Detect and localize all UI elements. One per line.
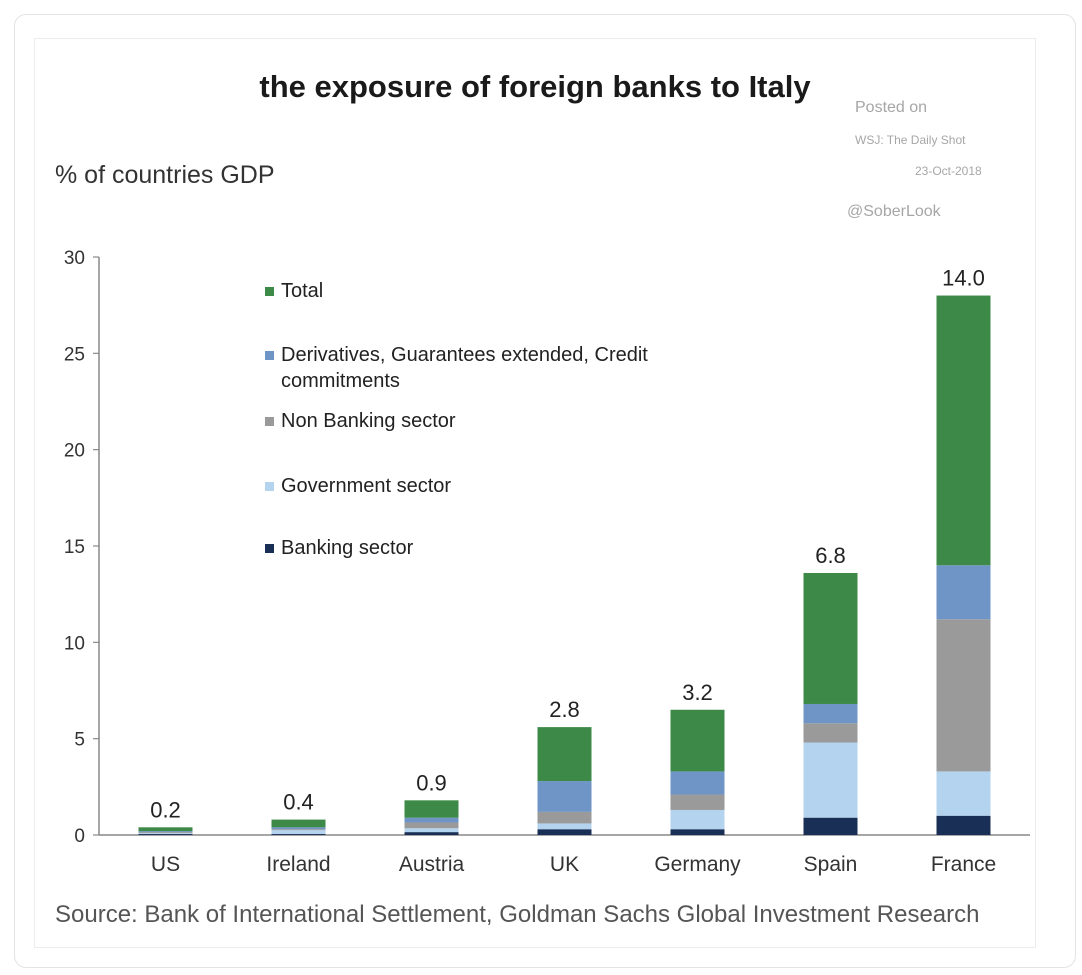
y-tick-label: 0 xyxy=(74,826,85,847)
legend-label: Non Banking sector xyxy=(281,410,456,432)
data-label: 3.2 xyxy=(682,680,713,705)
bar-segment xyxy=(936,771,991,816)
bar-segment xyxy=(537,727,592,782)
bar-segment xyxy=(138,827,193,832)
legend-swatch xyxy=(265,351,274,360)
y-axis-label: % of countries GDP xyxy=(55,161,275,189)
bar-segment xyxy=(803,723,858,743)
bar-segment xyxy=(803,572,858,704)
bar-segment xyxy=(670,794,725,810)
bar-segment xyxy=(138,831,193,833)
legend-label: Banking sector xyxy=(281,537,414,559)
x-tick-label: France xyxy=(931,853,996,876)
chart-panel: the exposure of foreign banks to Italy %… xyxy=(34,38,1036,948)
y-tick-label: 25 xyxy=(64,344,85,365)
bar-segment xyxy=(537,781,592,812)
credit-date: 23-Oct-2018 xyxy=(915,164,982,178)
bar-segment xyxy=(537,823,592,830)
x-tick-label: Austria xyxy=(399,853,465,876)
bar-segment xyxy=(803,742,858,818)
bar-segment xyxy=(537,811,592,824)
credit-outlet: WSJ: The Daily Shot xyxy=(855,133,966,147)
bar-segment xyxy=(670,829,725,835)
legend-swatch xyxy=(265,417,274,426)
bar-segment xyxy=(138,832,193,834)
bar-segment xyxy=(404,828,459,833)
bar-segment xyxy=(670,809,725,830)
bar-segment xyxy=(803,817,858,835)
y-tick-label: 20 xyxy=(64,441,85,462)
bar-segment xyxy=(404,817,459,823)
bar-segment xyxy=(138,833,193,835)
bar-segment xyxy=(803,703,858,724)
credit-posted-on: Posted on xyxy=(855,99,928,116)
data-label: 0.9 xyxy=(416,770,447,795)
bar-segment xyxy=(936,295,991,566)
data-label: 0.2 xyxy=(150,797,181,822)
y-tick-label: 10 xyxy=(64,633,85,654)
y-tick-label: 15 xyxy=(64,537,85,558)
legend-swatch xyxy=(265,544,274,553)
bar-segment xyxy=(670,771,725,795)
data-label: 6.8 xyxy=(815,543,846,568)
legend-label: commitments xyxy=(281,370,400,392)
bar-segment xyxy=(936,815,991,835)
data-label: 14.0 xyxy=(942,266,985,291)
legend-swatch xyxy=(265,482,274,491)
x-tick-label: UK xyxy=(550,853,579,876)
bar-segment xyxy=(271,829,326,831)
bar-segment xyxy=(271,819,326,828)
y-tick-label: 5 xyxy=(74,730,85,751)
legend-swatch xyxy=(265,287,274,296)
bar-segment xyxy=(271,834,326,835)
credit-handle: @SoberLook xyxy=(847,203,941,220)
x-tick-label: Ireland xyxy=(266,853,330,876)
bar-segment xyxy=(404,822,459,829)
stacked-bar-chart: 0 5 10 15 20 25 30 0.2 US 0.4 Ireland 0.9 Austria 2.8… xyxy=(64,248,1030,876)
data-label: 2.8 xyxy=(549,697,580,722)
source-note: Source: Bank of International Settlement… xyxy=(55,901,980,928)
data-label: 0.4 xyxy=(283,790,314,815)
x-tick-label: Germany xyxy=(654,853,741,876)
bar-segment xyxy=(404,832,459,835)
bar-segment xyxy=(936,619,991,772)
x-tick-label: US xyxy=(151,853,180,876)
y-tick-label: 30 xyxy=(64,248,85,269)
bar-segment xyxy=(138,834,193,835)
bar-segment xyxy=(271,827,326,830)
bar-segment xyxy=(936,565,991,620)
bar-segment xyxy=(537,829,592,835)
legend-label: Total xyxy=(281,280,323,302)
legend-label: Government sector xyxy=(281,475,451,497)
bar-segment xyxy=(670,709,725,772)
bar-segment xyxy=(271,830,326,835)
x-tick-label: Spain xyxy=(804,853,858,876)
legend-label: Derivatives, Guarantees extended, Credit xyxy=(281,344,648,366)
bar-segment xyxy=(404,800,459,818)
chart-title: the exposure of foreign banks to Italy xyxy=(259,69,811,104)
